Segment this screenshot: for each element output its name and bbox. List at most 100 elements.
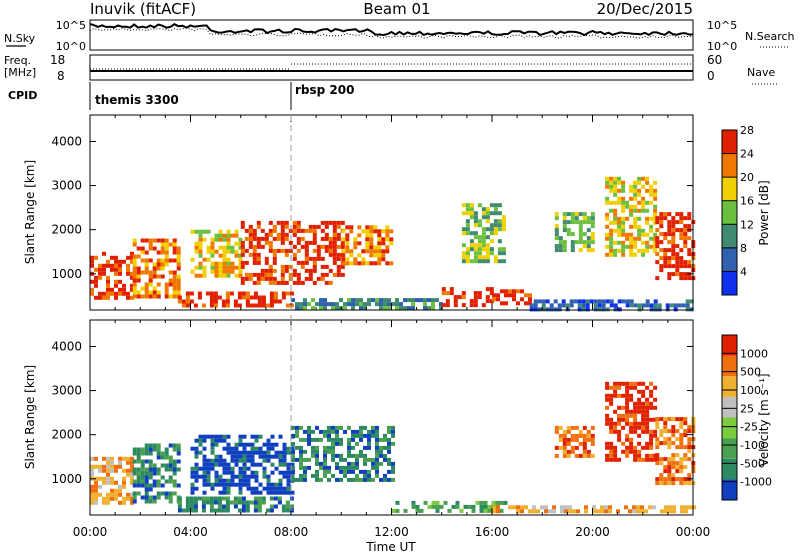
power-cell bbox=[601, 303, 606, 308]
power-cell bbox=[308, 272, 313, 277]
velocity-cell bbox=[655, 421, 660, 426]
velocity-cell bbox=[660, 509, 664, 514]
power-cell bbox=[481, 239, 486, 244]
velocity-cell bbox=[339, 425, 343, 430]
velocity-cell bbox=[625, 389, 630, 394]
velocity-cell bbox=[633, 417, 638, 422]
velocity-cell bbox=[649, 393, 654, 398]
velocity-cell bbox=[152, 495, 157, 500]
velocity-cell bbox=[621, 417, 626, 422]
velocity-cell bbox=[391, 429, 395, 434]
power-cell bbox=[234, 249, 239, 254]
power-cell bbox=[345, 241, 350, 246]
velocity-cell bbox=[140, 463, 145, 468]
power-cell bbox=[554, 236, 559, 241]
power-cell bbox=[493, 219, 498, 224]
power-cell bbox=[222, 265, 227, 270]
power-cell bbox=[252, 248, 257, 253]
power-cell bbox=[641, 176, 646, 181]
power-cell bbox=[671, 232, 676, 237]
power-cell bbox=[303, 306, 307, 311]
power-cell bbox=[373, 253, 378, 258]
power-cell bbox=[469, 303, 474, 308]
power-cell bbox=[245, 299, 250, 304]
velocity-cell bbox=[110, 456, 114, 461]
power-cell bbox=[132, 242, 137, 247]
power-cell bbox=[645, 303, 650, 308]
velocity-cell bbox=[245, 500, 250, 505]
velocity-cell bbox=[214, 438, 219, 443]
velocity-cell bbox=[257, 500, 262, 505]
power-cell bbox=[240, 264, 245, 269]
power-cell bbox=[244, 236, 249, 241]
power-cell bbox=[176, 266, 181, 271]
power-cell bbox=[291, 298, 295, 303]
power-cell bbox=[168, 270, 173, 275]
power-cell bbox=[320, 264, 325, 269]
power-cell bbox=[332, 228, 337, 233]
velocity-cell bbox=[379, 477, 383, 482]
power-cell bbox=[597, 303, 602, 308]
power-cell bbox=[489, 227, 494, 232]
velocity-cell bbox=[110, 496, 114, 501]
velocity-cell bbox=[675, 453, 680, 458]
power-cell bbox=[621, 252, 626, 257]
nave-tick-top: 60 bbox=[707, 53, 722, 67]
power-cell bbox=[508, 293, 512, 298]
power-cell bbox=[675, 256, 680, 261]
velocity-cell bbox=[605, 445, 610, 450]
velocity-cell bbox=[671, 433, 676, 438]
velocity-cell bbox=[359, 425, 363, 430]
power-cell bbox=[605, 200, 610, 205]
velocity-cell bbox=[238, 438, 243, 443]
velocity-cell bbox=[655, 441, 660, 446]
velocity-cell bbox=[629, 441, 634, 446]
power-cell bbox=[233, 299, 238, 304]
velocity-cell bbox=[645, 421, 650, 426]
power-cell bbox=[226, 245, 231, 250]
velocity-cell bbox=[675, 437, 680, 442]
velocity-cell bbox=[629, 437, 634, 442]
velocity-cell bbox=[387, 461, 391, 466]
velocity-cell bbox=[323, 465, 327, 470]
power-cell bbox=[226, 233, 231, 238]
velocity-cell bbox=[629, 397, 634, 402]
velocity-cell bbox=[671, 481, 676, 486]
velocity-cell bbox=[176, 447, 181, 452]
power-cell bbox=[316, 244, 321, 249]
velocity-cell bbox=[144, 483, 149, 488]
velocity-cell bbox=[90, 492, 94, 497]
power-cell bbox=[667, 272, 672, 277]
power-cell bbox=[355, 298, 359, 303]
power-cell bbox=[218, 253, 223, 258]
velocity-cell bbox=[621, 381, 626, 386]
power-cell bbox=[214, 261, 219, 266]
velocity-cell bbox=[683, 457, 688, 462]
velocity-cell bbox=[359, 449, 363, 454]
power-cell bbox=[316, 252, 321, 257]
velocity-cell bbox=[265, 508, 270, 513]
velocity-cell bbox=[299, 449, 303, 454]
velocity-cell bbox=[375, 437, 379, 442]
power-cell bbox=[172, 290, 177, 295]
power-cell bbox=[641, 232, 646, 237]
velocity-cell bbox=[269, 504, 274, 509]
power-cell bbox=[659, 212, 664, 217]
velocity-cell bbox=[198, 450, 203, 455]
velocity-cell bbox=[98, 468, 102, 473]
velocity-cell bbox=[118, 460, 122, 465]
velocity-cell bbox=[262, 450, 267, 455]
power-cell bbox=[285, 303, 290, 308]
power-cell bbox=[144, 294, 149, 299]
velocity-cell bbox=[552, 509, 556, 514]
velocity-patch-0 bbox=[90, 456, 134, 505]
velocity-cell bbox=[687, 429, 692, 434]
power-cell bbox=[361, 229, 366, 234]
velocity-cell bbox=[659, 441, 664, 446]
power-cell bbox=[679, 248, 684, 253]
power-cell bbox=[687, 224, 692, 229]
velocity-cell bbox=[649, 445, 654, 450]
power-cell bbox=[130, 255, 134, 260]
power-cell bbox=[172, 250, 177, 255]
power-cell bbox=[387, 306, 391, 311]
